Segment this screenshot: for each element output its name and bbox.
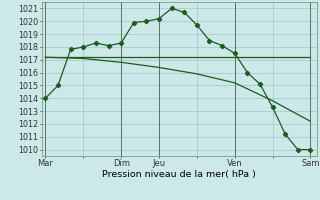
X-axis label: Pression niveau de la mer( hPa ): Pression niveau de la mer( hPa )	[102, 170, 256, 179]
